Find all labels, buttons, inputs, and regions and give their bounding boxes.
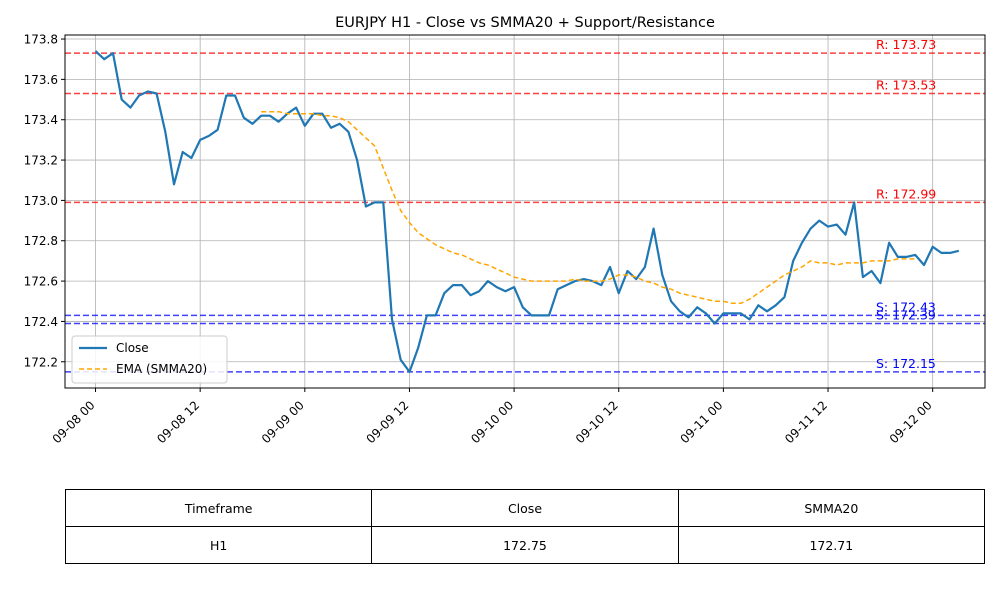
summary-table: Timeframe Close SMMA20 H1 172.75 172.71 <box>64 489 986 564</box>
support-label: S: 172.43 <box>876 299 936 314</box>
legend-label-close: Close <box>116 341 149 355</box>
table-header-cell: SMMA20 <box>677 489 986 527</box>
y-tick-label: 173.0 <box>24 194 58 208</box>
chart-title: EURJPY H1 - Close vs SMMA20 + Support/Re… <box>335 15 715 31</box>
plot-frame <box>64 34 986 389</box>
axis-ticks: 172.2 172.4 172.6 172.8 173.0 173.2 173.4 173.6… <box>24 33 935 447</box>
table-cell-timeframe: H1 <box>64 526 373 564</box>
support-label: S: 172.39 <box>876 307 936 322</box>
x-tick-label: 09-12 00 <box>887 398 935 446</box>
x-tick-label: 09-10 12 <box>573 398 621 446</box>
table-header-row: Timeframe Close SMMA20 <box>64 489 986 527</box>
x-tick-label: 09-11 00 <box>677 398 725 446</box>
table-row: H1 172.75 172.71 <box>64 526 986 564</box>
x-tick-label: 09-09 12 <box>364 398 412 446</box>
y-tick-label: 172.6 <box>24 275 58 289</box>
y-tick-label: 172.4 <box>24 315 58 329</box>
table-header-cell: Timeframe <box>64 489 373 527</box>
table-cell-smma20: 172.71 <box>677 526 986 564</box>
table-cell-close: 172.75 <box>371 526 679 564</box>
support-resistance-levels: R: 173.73R: 173.53R: 172.99S: 172.43S: 1… <box>65 37 985 373</box>
x-tick-label: 09-09 00 <box>259 398 307 446</box>
resistance-label: R: 172.99 <box>876 186 936 201</box>
legend: Close EMA (SMMA20) <box>71 335 228 384</box>
y-tick-label: 173.6 <box>24 73 58 87</box>
support-label: S: 172.15 <box>876 356 936 371</box>
legend-label-smma20: EMA (SMMA20) <box>116 362 207 376</box>
y-tick-label: 173.2 <box>24 154 58 168</box>
x-tick-label: 09-08 12 <box>154 398 202 446</box>
resistance-label: R: 173.73 <box>876 37 936 52</box>
x-tick-label: 09-11 12 <box>782 398 830 446</box>
y-tick-label: 172.8 <box>24 234 58 248</box>
resistance-label: R: 173.53 <box>876 77 936 92</box>
x-tick-label: 09-08 00 <box>50 398 98 446</box>
y-tick-label: 173.8 <box>24 33 58 47</box>
close-series-line <box>94 50 960 373</box>
grid <box>65 35 985 388</box>
series-layer <box>94 50 960 373</box>
table-header-cell: Close <box>371 489 679 527</box>
chart: EURJPY H1 - Close vs SMMA20 + Support/Re… <box>24 15 986 447</box>
y-tick-label: 173.4 <box>24 113 58 127</box>
y-tick-label: 172.2 <box>24 355 58 369</box>
legend-box <box>71 335 228 384</box>
smma20-series-line <box>261 110 916 305</box>
x-tick-label: 09-10 00 <box>468 398 516 446</box>
